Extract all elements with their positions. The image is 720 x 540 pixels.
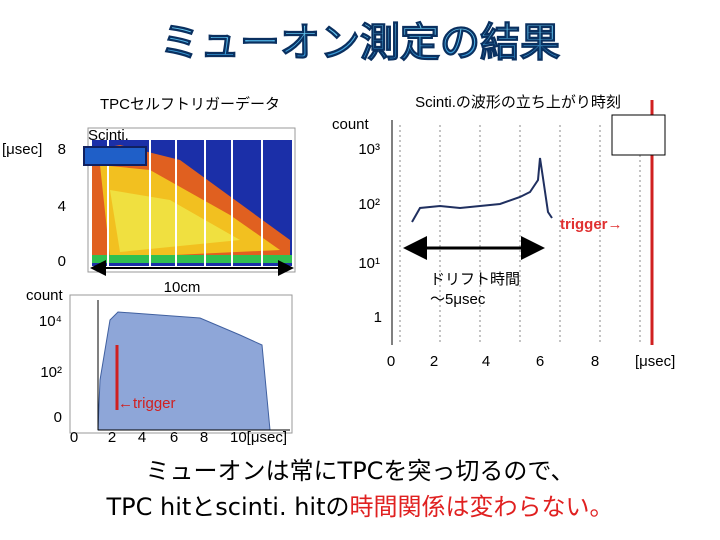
log-tick-label: 10⁴ [39, 313, 62, 330]
x-tick-label: 6 [536, 353, 544, 370]
trigger-label: ←trigger [118, 395, 176, 412]
waveform-image [345, 100, 666, 347]
x-tick-label: 8 [591, 353, 599, 370]
slide-title: ミューオン測定の結果 [160, 20, 560, 66]
y-label: count [332, 116, 370, 133]
log-tick-label: 10² [40, 364, 62, 381]
y-unit: [μsec] [2, 141, 42, 158]
drift-value: ～5μsec [430, 291, 486, 308]
left-heading: TPCセルフトリガーデータ [100, 95, 280, 113]
trigger-label: trigger→ [560, 216, 623, 233]
x-tick-label: 0 [70, 429, 78, 446]
x-tick-label: 4 [482, 353, 490, 370]
x-tick-label: 8 [200, 429, 208, 446]
y-tick-label: 4 [58, 198, 66, 215]
log-tick-label: 10¹ [358, 255, 380, 272]
y-tick-label: 0 [54, 409, 62, 426]
log-tick-label: 10² [358, 196, 380, 213]
conclusion-line: ミューオンは常にTPCを突っ切るので、 [146, 457, 575, 485]
y-tick-label: 8 [58, 141, 66, 158]
log-tick-label: 10³ [358, 141, 380, 158]
x-tick-label: 4 [138, 429, 146, 446]
x-tick-label: 2 [108, 429, 116, 446]
y-tick-label: 0 [58, 253, 66, 270]
x-tick-label: 10[μsec] [230, 429, 287, 446]
scale-label: 10cm [164, 279, 201, 296]
x-tick-label: 2 [430, 353, 438, 370]
x-tick-label: [μsec] [635, 353, 675, 370]
heatmap-image [83, 127, 296, 276]
drift-label: ドリフト時間 [430, 271, 520, 288]
log-tick-label: 1 [374, 309, 382, 326]
conclusion-line: TPC hitとscinti. hitの時間関係は変わらない。 [105, 493, 613, 521]
right-heading: Scinti.の波形の立ち上がり時刻 [415, 94, 621, 111]
box-label: Scinti. [88, 127, 129, 144]
x-tick-label: 6 [170, 429, 178, 446]
conclusion-text: TPC hitとscinti. hitの [105, 493, 349, 521]
conclusion-highlight: 時間関係は変わらない。 [350, 493, 614, 521]
y-label: count [26, 287, 64, 304]
histogram-image [69, 294, 293, 434]
x-tick-label: 0 [387, 353, 395, 370]
